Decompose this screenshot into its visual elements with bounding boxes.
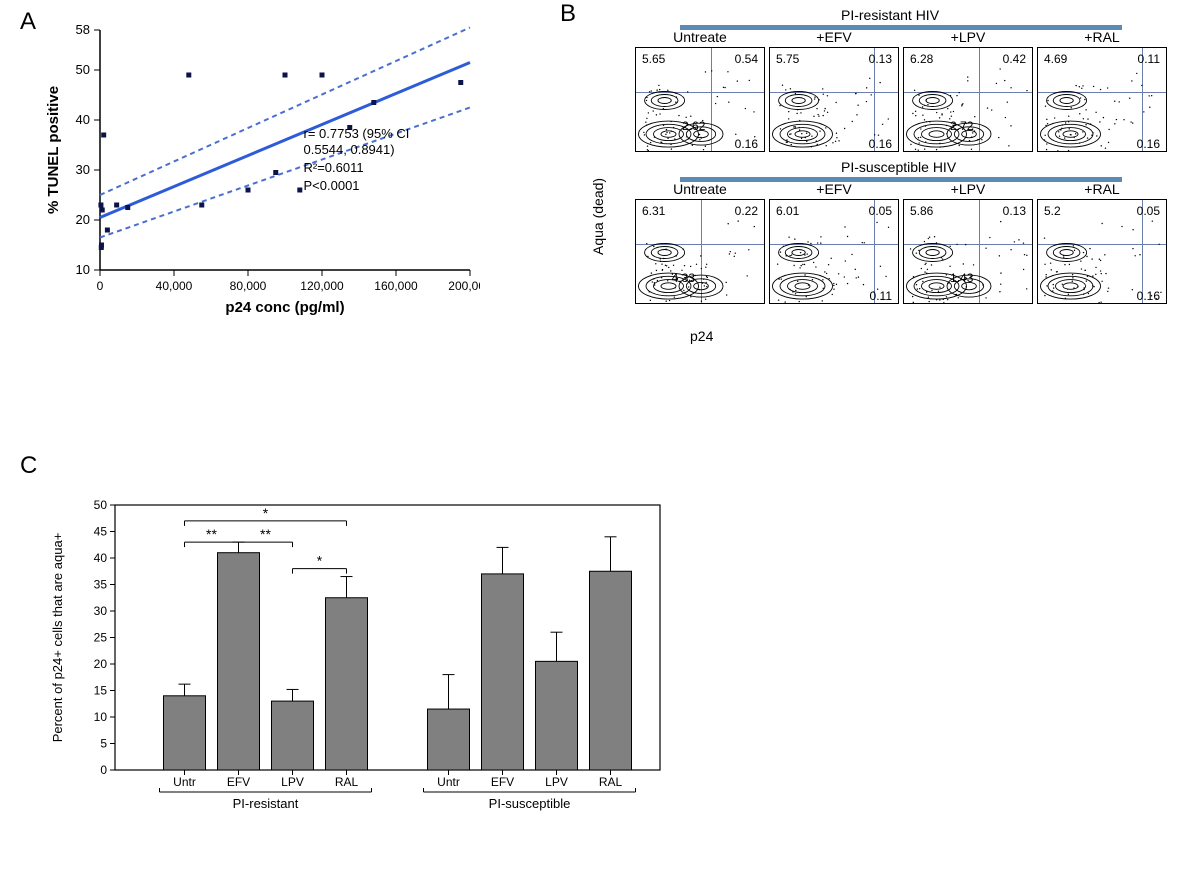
svg-text:LPV: LPV [545,775,568,789]
svg-text:*: * [317,553,323,569]
svg-text:RAL: RAL [599,775,623,789]
svg-text:160,000: 160,000 [374,279,418,293]
flow-plot: 6.310.224.33 [635,199,765,304]
svg-text:20: 20 [94,657,108,671]
flow-col-label: +RAL [1037,181,1167,197]
flow-group-title: PI-susceptible HIV [841,159,956,175]
svg-text:PI-resistant: PI-resistant [233,796,299,811]
svg-text:**: ** [206,526,217,542]
svg-text:R²=0.6011: R²=0.6011 [304,160,364,175]
svg-text:30: 30 [76,162,90,177]
svg-text:5: 5 [100,737,107,751]
svg-text:Percent of p24+ cells that are: Percent of p24+ cells that are aqua+ [50,533,65,743]
svg-text:0.5544, 0.8941): 0.5544, 0.8941) [304,142,395,157]
svg-text:40: 40 [94,551,108,565]
flow-col-label: Untreate [635,29,765,45]
svg-text:15: 15 [94,684,108,698]
flow-col-label: +LPV [903,29,1033,45]
flow-plot: 5.20.050.16 [1037,199,1167,304]
panel-b-flow: Aqua (dead)p24PI-resistant HIVUntreate5.… [570,5,1180,345]
svg-text:**: ** [260,526,271,542]
flow-plot: 6.010.050.11 [769,199,899,304]
panel-c-label: C [20,452,37,480]
svg-text:p24 conc (pg/ml): p24 conc (pg/ml) [225,299,344,316]
svg-text:EFV: EFV [227,775,250,789]
flow-plot: 4.690.110.16 [1037,47,1167,152]
flow-col-label: +LPV [903,181,1033,197]
flow-col-label: +EFV [769,29,899,45]
svg-text:Untr: Untr [437,775,460,789]
flow-col-label: Untreate [635,181,765,197]
svg-text:10: 10 [94,710,108,724]
svg-text:EFV: EFV [491,775,514,789]
bar-svg: 0 5 10 15 20 25 30 35 40 45 50 Percent of p24+ cell… [40,470,680,850]
svg-text:50: 50 [94,498,108,512]
svg-text:45: 45 [94,525,108,539]
panel-b-y-label: Aqua (dead) [590,178,606,255]
flow-plot: 5.750.130.16 [769,47,899,152]
svg-text:80,000: 80,000 [230,279,267,293]
svg-text:RAL: RAL [335,775,359,789]
svg-text:0: 0 [97,279,104,293]
flow-plot: 5.650.542.620.16 [635,47,765,152]
flow-group-title: PI-resistant HIV [841,7,939,23]
svg-text:P<0.0001: P<0.0001 [304,178,360,193]
panel-a-scatter: 10 20 30 40 50 58 0 40,000 80,000 120,000 160,000 2… [40,20,480,320]
svg-text:% TUNEL positive: % TUNEL positive [45,86,62,214]
svg-text:10: 10 [76,262,90,277]
svg-text:120,000: 120,000 [300,279,344,293]
flow-col-label: +EFV [769,181,899,197]
scatter-svg: 10 20 30 40 50 58 0 40,000 80,000 120,000 160,000 2… [40,20,480,320]
svg-text:0: 0 [100,763,107,777]
svg-text:20: 20 [76,212,90,227]
flow-plot: 5.860.131.43 [903,199,1033,304]
svg-text:30: 30 [94,604,108,618]
svg-text:PI-susceptible: PI-susceptible [489,796,571,811]
flow-plot: 6.280.422.72 [903,47,1033,152]
flow-col-label: +RAL [1037,29,1167,45]
panel-c-bars: 0 5 10 15 20 25 30 35 40 45 50 Percent of p24+ cell… [40,470,680,850]
svg-text:r= 0.7753 (95% CI: r= 0.7753 (95% CI [304,126,410,141]
panel-b-x-label: p24 [690,328,713,344]
svg-text:40,000: 40,000 [156,279,193,293]
panel-a-label: A [20,8,36,36]
svg-text:35: 35 [94,578,108,592]
svg-text:50: 50 [76,62,90,77]
svg-text:58: 58 [76,22,90,37]
svg-text:Untr: Untr [173,775,196,789]
svg-text:LPV: LPV [281,775,304,789]
svg-text:40: 40 [76,112,90,127]
svg-text:25: 25 [94,631,108,645]
svg-text:*: * [263,505,269,521]
svg-text:200,000: 200,000 [448,279,480,293]
